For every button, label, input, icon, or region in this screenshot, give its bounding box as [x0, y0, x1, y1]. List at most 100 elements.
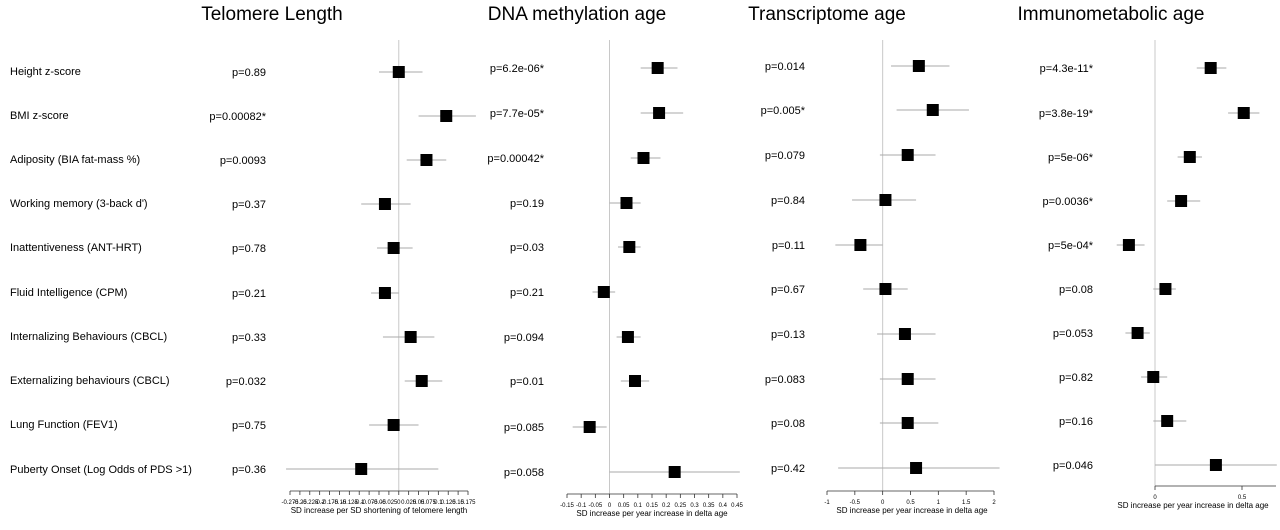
point-estimate — [1161, 415, 1174, 427]
p-value-label: p=0.0036* — [1043, 196, 1094, 208]
point-estimate — [854, 239, 867, 251]
point-estimate — [623, 241, 636, 253]
p-value-label: p=5e-04* — [1048, 240, 1094, 252]
x-tick-label: 0 — [881, 500, 885, 506]
p-value-label: p=0.005* — [761, 105, 806, 117]
point-estimate — [378, 198, 391, 210]
p-value-label: p=0.083 — [765, 374, 805, 386]
p-value-label: p=0.085 — [504, 422, 544, 434]
p-value-label: p=0.75 — [232, 420, 266, 432]
x-tick-label: 0.3 — [690, 503, 699, 509]
point-estimate — [420, 154, 433, 166]
p-value-label: p=0.42 — [771, 463, 805, 475]
x-tick-label: 0.4 — [719, 503, 728, 509]
outcome-label: Internalizing Behaviours (CBCL) — [10, 331, 167, 343]
point-estimate — [879, 194, 892, 206]
x-tick-label: 0.075 — [421, 500, 437, 506]
x-tick-label: -0.05 — [588, 503, 602, 509]
point-estimate — [583, 421, 596, 433]
point-estimate — [1183, 151, 1196, 163]
p-value-label: p=0.053 — [1053, 328, 1093, 340]
x-tick-label: -0.225 — [301, 500, 319, 506]
panel-telomere: -0.275-0.25-0.225-0.2-0.175-0.15-0.125-0… — [209, 40, 476, 515]
point-estimate — [1175, 195, 1188, 207]
outcome-labels: Height z-score BMI z-score Adiposity (BI… — [10, 66, 192, 476]
point-estimate — [1209, 459, 1222, 471]
point-estimate — [392, 66, 405, 78]
x-tick-label: 1.5 — [962, 500, 971, 506]
p-value-label: p=0.11 — [772, 240, 805, 252]
point-estimate — [378, 287, 391, 299]
outcome-label: Adiposity (BIA fat-mass %) — [10, 154, 140, 166]
x-tick-label: 0.45 — [731, 503, 743, 509]
p-value-label: p=0.84 — [771, 195, 805, 207]
point-estimate — [387, 419, 400, 431]
p-value-label: p=0.21 — [510, 287, 544, 299]
point-estimate — [901, 373, 914, 385]
point-estimate — [637, 152, 650, 164]
x-tick-label: -0.15 — [333, 500, 347, 506]
x-tick-label: -1 — [824, 500, 830, 506]
p-value-label: p=0.16 — [1059, 416, 1093, 428]
point-estimate — [910, 462, 923, 474]
p-value-label: p=0.19 — [510, 198, 544, 210]
p-value-label: p=0.82 — [1059, 372, 1093, 384]
x-tick-label: 2 — [992, 500, 996, 506]
x-tick-label: -0.275 — [281, 500, 299, 506]
x-tick-label: 0 — [608, 503, 612, 509]
point-estimate — [912, 60, 925, 72]
p-value-label: p=0.079 — [765, 150, 805, 162]
x-tick-label: 0.025 — [401, 500, 417, 506]
p-value-label: p=4.3e-11* — [1040, 63, 1094, 75]
point-estimate — [651, 62, 664, 74]
outcome-label: Fluid Intelligence (CPM) — [10, 287, 127, 299]
x-tick-label: -0.5 — [850, 500, 861, 506]
p-value-label: p=0.03 — [510, 242, 544, 254]
x-tick-label: -0.25 — [293, 500, 307, 506]
outcome-label: Externalizing behaviours (CBCL) — [10, 375, 170, 387]
p-value-label: p=7.7e-05* — [490, 108, 545, 120]
x-axis-title: SD increase per year increase in delta a… — [1117, 501, 1269, 510]
point-estimate — [1131, 327, 1144, 339]
panel-transcriptome: -1 -0.5 0 0.5 1 1.5 2 SD increase per year incr… — [761, 40, 1000, 515]
point-estimate — [404, 331, 417, 343]
panel-title-immunometabolic: Immunometabolic age — [1018, 4, 1205, 25]
x-tick-label: 0.175 — [460, 500, 476, 506]
p-value-label: p=0.046 — [1053, 460, 1093, 472]
outcome-label: BMI z-score — [10, 110, 69, 122]
point-estimate — [355, 463, 368, 475]
x-tick-label: -0.1 — [354, 500, 365, 506]
x-tick-label: 0 — [397, 500, 401, 506]
outcome-label: Puberty Onset (Log Odds of PDS >1) — [10, 464, 192, 476]
point-estimate — [1122, 239, 1135, 251]
p-value-label: p=0.33 — [232, 332, 266, 344]
point-estimate — [415, 375, 428, 387]
point-estimate — [901, 417, 914, 429]
p-value-label: p=0.36 — [232, 464, 266, 476]
p-value-label: p=6.2e-06* — [490, 63, 545, 75]
p-value-label: p=0.014 — [765, 61, 805, 73]
x-tick-label: 0.1 — [634, 503, 643, 509]
x-tick-label: 0.05 — [618, 503, 630, 509]
p-value-label: p=0.00042* — [487, 153, 544, 165]
x-tick-label: -0.075 — [361, 500, 379, 506]
point-estimate — [668, 466, 681, 478]
point-estimate — [653, 107, 666, 119]
x-tick-label: 0.25 — [674, 503, 686, 509]
x-tick-label: -0.2 — [314, 500, 325, 506]
p-value-label: p=0.13 — [771, 329, 805, 341]
p-value-label: p=0.094 — [504, 332, 544, 344]
point-estimate — [1159, 283, 1172, 295]
p-value-label: p=0.21 — [232, 288, 266, 300]
panel-immunometabolic: 0 0.5SD increase per year increase in del… — [1039, 40, 1277, 510]
outcome-label: Height z-score — [10, 66, 81, 78]
x-tick-label: 0.125 — [441, 500, 457, 506]
x-tick-label: 0.5 — [906, 500, 915, 506]
x-tick-label: 0 — [1153, 495, 1157, 501]
point-estimate — [440, 110, 453, 122]
p-value-label: p=0.058 — [504, 467, 544, 479]
point-estimate — [629, 375, 641, 387]
x-tick-label: 1 — [937, 500, 941, 506]
point-estimate — [620, 197, 633, 209]
